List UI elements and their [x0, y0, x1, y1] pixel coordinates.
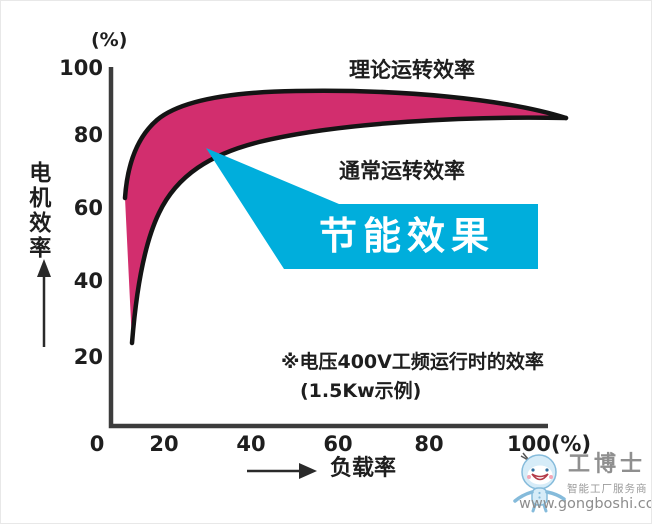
- normal-curve: [129, 115, 569, 346]
- watermark-brand: 工博士: [568, 451, 647, 477]
- x-tick-80: 80: [414, 432, 444, 456]
- y-axis-unit: (%): [91, 29, 128, 51]
- x-axis-arrow-icon: [247, 463, 317, 479]
- callout-shape: [206, 148, 538, 269]
- x-tick-40: 40: [236, 432, 266, 456]
- x-tick-0: 0: [89, 432, 105, 456]
- y-tick-40: 40: [73, 269, 103, 293]
- y-tick-20: 20: [73, 345, 103, 369]
- normal-curve-label: 通常运转效率: [339, 159, 465, 183]
- x-tick-20: 20: [149, 432, 179, 456]
- footnote-line1: ※电压400V工频运行时的效率: [281, 351, 544, 373]
- theoretical-curve-label: 理论运转效率: [349, 58, 475, 82]
- theoretical-curve: [122, 88, 569, 201]
- y-axis-arrow-icon: [37, 259, 51, 347]
- y-tick-80: 80: [73, 123, 103, 147]
- x-axis-title: 负载率: [330, 456, 397, 481]
- axes: [108, 67, 548, 429]
- footnote-line2: (1.5Kw示例): [300, 380, 422, 402]
- x-tick-60: 60: [323, 432, 353, 456]
- y-tick-100: 100: [59, 56, 103, 80]
- mascot-icon: [513, 452, 566, 513]
- energy-saving-callout-label: 节能效果: [318, 213, 495, 258]
- x-tick-100: 100(%): [507, 432, 592, 456]
- watermark-tagline: 智能工厂服务商: [567, 483, 648, 495]
- watermark-url: www.gongboshi.com: [519, 496, 651, 512]
- y-tick-60: 60: [73, 196, 103, 220]
- y-axis-title: 电机效率: [25, 161, 51, 261]
